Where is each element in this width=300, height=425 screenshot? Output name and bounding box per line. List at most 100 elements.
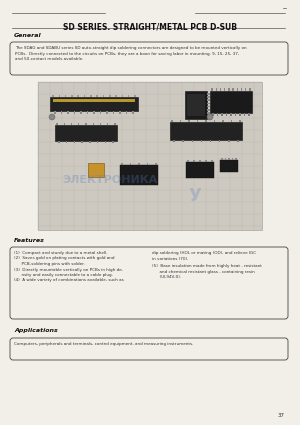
Text: (1)  Compact and sturdy due to a metal shell.
(2)  Saves gold on plating contact: (1) Compact and sturdy due to a metal sh…	[14, 251, 124, 283]
Bar	[38, 82, 262, 230]
Bar	[232, 158, 233, 160]
Bar	[249, 88, 251, 91]
Bar	[58, 141, 60, 143]
Bar	[180, 120, 181, 122]
Bar	[171, 120, 173, 122]
Bar	[88, 163, 104, 177]
Bar	[217, 113, 218, 116]
Bar	[64, 123, 65, 125]
Bar	[56, 123, 58, 125]
Bar	[228, 88, 230, 91]
Bar	[232, 88, 234, 91]
Text: SD SERIES. STRAIGHT/METAL PCB D-SUB: SD SERIES. STRAIGHT/METAL PCB D-SUB	[63, 22, 237, 31]
Bar	[224, 88, 225, 91]
Text: (5)  Base insulation made from highly heat - resistant
      and chemical resist: (5) Base insulation made from highly hea…	[152, 264, 262, 279]
Bar	[132, 111, 134, 113]
Bar	[120, 165, 158, 185]
Bar	[155, 163, 157, 165]
Bar	[54, 111, 56, 113]
Bar	[147, 163, 148, 165]
Bar	[212, 160, 213, 162]
Bar	[244, 113, 245, 116]
Bar	[245, 88, 247, 91]
Bar	[113, 111, 114, 113]
Text: 37: 37	[278, 413, 285, 418]
Bar	[92, 123, 94, 125]
Text: Features: Features	[14, 238, 45, 243]
Bar	[194, 160, 195, 162]
Bar	[77, 94, 79, 97]
Bar	[212, 113, 214, 116]
Bar	[205, 120, 207, 122]
Bar	[115, 94, 117, 97]
Bar	[112, 141, 114, 143]
Bar	[228, 140, 230, 142]
Bar	[128, 94, 130, 97]
Bar	[138, 163, 140, 165]
Bar	[221, 158, 223, 160]
Bar	[226, 113, 227, 116]
Bar	[71, 94, 73, 97]
Bar	[50, 97, 138, 111]
Bar	[206, 160, 207, 162]
Bar	[214, 120, 215, 122]
Bar	[122, 94, 123, 97]
Bar	[239, 120, 241, 122]
Bar	[207, 109, 209, 110]
Bar	[187, 94, 205, 116]
Bar	[85, 123, 87, 125]
Bar	[230, 113, 232, 116]
Bar	[201, 140, 202, 142]
Bar	[67, 111, 69, 113]
Bar	[207, 106, 209, 108]
Bar	[106, 111, 108, 113]
Bar	[221, 113, 223, 116]
Bar	[239, 113, 241, 116]
Bar	[74, 141, 75, 143]
Circle shape	[207, 114, 213, 120]
Text: The SDAG and SDABU series SD auto-straight dip soldering connectors are designed: The SDAG and SDABU series SD auto-straig…	[15, 46, 247, 61]
Bar	[207, 99, 209, 101]
Bar	[130, 163, 131, 165]
Bar	[109, 94, 111, 97]
Bar	[114, 123, 116, 125]
Bar	[207, 96, 209, 98]
Bar	[237, 140, 239, 142]
Bar	[170, 122, 242, 140]
Bar	[71, 123, 72, 125]
Bar	[236, 158, 237, 160]
Bar	[207, 102, 209, 104]
Bar	[90, 94, 92, 97]
Bar	[96, 94, 98, 97]
Text: Computers, peripherals and terminals, control equipment, and measuring instrumen: Computers, peripherals and terminals, co…	[14, 342, 194, 346]
Bar	[173, 140, 175, 142]
Bar	[225, 158, 226, 160]
Bar	[81, 141, 83, 143]
Bar	[134, 94, 136, 97]
Bar	[78, 123, 80, 125]
Bar	[105, 141, 106, 143]
Bar	[58, 94, 60, 97]
Text: General: General	[14, 33, 42, 38]
Bar	[241, 88, 242, 91]
Bar	[65, 94, 66, 97]
Bar	[215, 88, 217, 91]
Bar	[84, 94, 85, 97]
Bar	[93, 111, 95, 113]
Bar	[210, 91, 252, 113]
Bar	[219, 140, 220, 142]
Bar	[220, 160, 238, 172]
Bar	[222, 120, 224, 122]
Bar	[231, 120, 232, 122]
Bar	[100, 111, 101, 113]
Bar	[235, 113, 236, 116]
Bar	[80, 111, 82, 113]
Bar	[122, 163, 123, 165]
Bar	[188, 120, 190, 122]
Bar	[53, 99, 135, 102]
Bar	[97, 141, 98, 143]
Bar	[192, 140, 193, 142]
Bar	[55, 125, 117, 141]
Bar	[61, 111, 62, 113]
Text: ЭЛЕКТРОНИКА: ЭЛЕКТРОНИКА	[62, 175, 158, 185]
